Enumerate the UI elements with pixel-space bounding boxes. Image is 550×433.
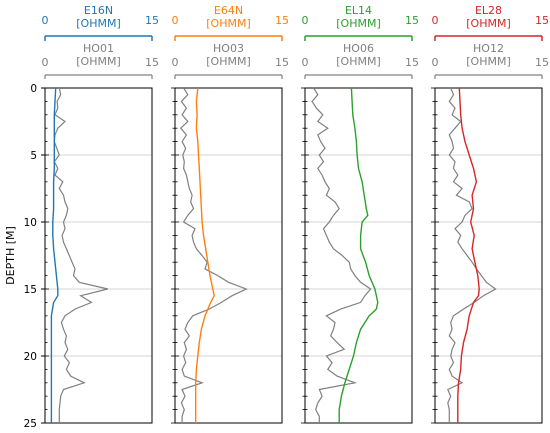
gray-axis-tick-label: 15 [145,56,159,69]
gray-axis-tick-label: 0 [432,56,439,69]
gray-axis-tick-label: 15 [275,56,289,69]
colored-axis-tick-label: 0 [42,14,49,27]
gray-series-name: HO01 [83,42,114,55]
colored-series-name: EL28 [475,4,502,17]
track-frame [44,87,153,424]
colored-series-unit: [OHMM] [76,17,121,30]
colored-series-line [195,87,215,423]
gray-series-unit: [OHMM] [76,55,121,68]
colored-series-name: E64N [214,4,243,17]
colored-series-unit: [OHMM] [466,17,511,30]
colored-series-unit: [OHMM] [336,17,381,30]
colored-axis-tick-label: 0 [302,14,309,27]
gray-series-unit: [OHMM] [206,55,251,68]
y-tick-label: 15 [24,284,37,296]
gray-series-line [53,87,108,423]
colored-axis-tick-label: 15 [275,14,289,27]
gray-axis-tick-label: 0 [42,56,49,69]
colored-series-unit: [OHMM] [206,17,251,30]
gray-axis-tick-label: 15 [405,56,419,69]
gray-series-name: HO03 [213,42,244,55]
track-frame [174,87,283,424]
gray-series-name: HO12 [473,42,504,55]
gray-axis-tick-label: 0 [302,56,309,69]
y-tick-label: 0 [30,83,37,95]
colored-axis-tick-label: 0 [172,14,179,27]
y-tick-label: 10 [24,217,37,229]
colored-axis-tick-label: 0 [432,14,439,27]
colored-series-line [457,87,480,423]
y-axis-label: DEPTH [M] [4,226,17,285]
track-frame [304,87,413,424]
gray-series-unit: [OHMM] [466,55,511,68]
y-tick-label: 25 [24,418,37,430]
gray-series-name: HO06 [343,42,374,55]
colored-axis-tick-label: 15 [405,14,419,27]
gray-series-unit: [OHMM] [336,55,381,68]
y-tick-label: 20 [24,351,37,363]
colored-series-name: EL14 [345,4,372,17]
y-tick-label: 5 [30,150,37,162]
colored-series-line [338,87,379,423]
colored-series-line [50,87,59,423]
track-frame [434,87,543,424]
gray-axis-tick-label: 0 [172,56,179,69]
colored-axis-tick-label: 15 [145,14,159,27]
gray-series-line [447,87,497,423]
colored-axis-tick-label: 15 [535,14,549,27]
gray-series-line [311,87,372,423]
colored-series-name: E16N [84,4,113,17]
gray-axis-tick-label: 15 [535,56,549,69]
gray-series-line [179,87,248,423]
